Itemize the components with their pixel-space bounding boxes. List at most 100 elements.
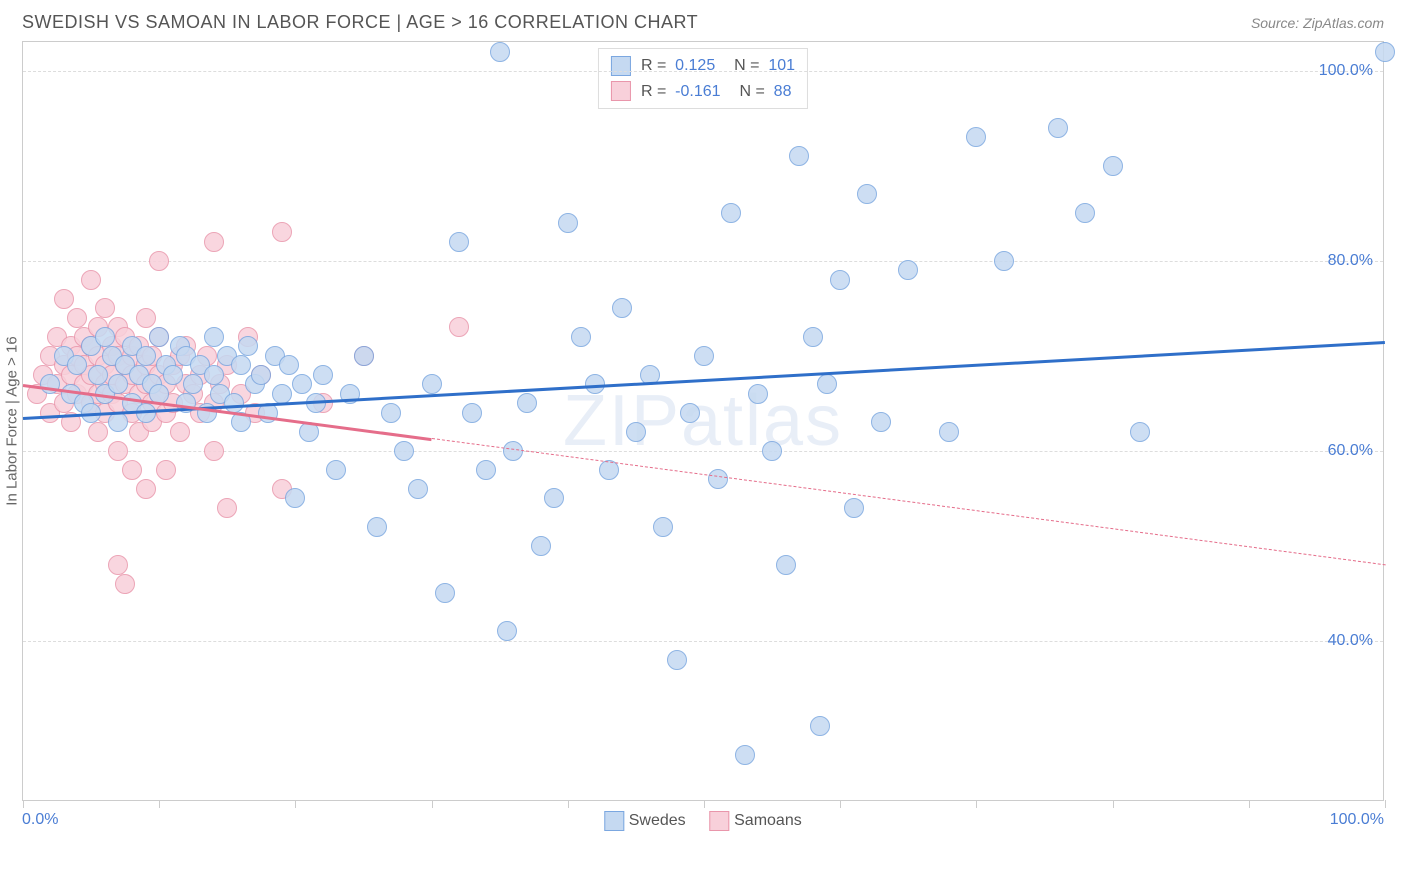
data-point (871, 412, 891, 432)
data-point (898, 260, 918, 280)
data-point (844, 498, 864, 518)
data-point (115, 574, 135, 594)
trend-line-extrapolated (432, 438, 1386, 565)
series-legend: Swedes Samoans (604, 811, 801, 831)
legend-r-label: R = 0.125 (641, 53, 715, 79)
gridline (23, 641, 1383, 642)
x-axis-start-label: 0.0% (22, 811, 58, 829)
data-point (204, 327, 224, 347)
data-point (67, 308, 87, 328)
legend-swatch (611, 81, 631, 101)
data-point (626, 422, 646, 442)
chart-wrapper: In Labor Force | Age > 16 ZIPatlas R = 0… (22, 41, 1384, 801)
data-point (531, 536, 551, 556)
data-point (1130, 422, 1150, 442)
data-point (231, 355, 251, 375)
legend-item: Swedes (604, 811, 685, 831)
x-tick (432, 800, 433, 808)
y-tick-label: 80.0% (1328, 252, 1373, 270)
data-point (149, 251, 169, 271)
data-point (149, 327, 169, 347)
data-point (667, 650, 687, 670)
data-point (762, 441, 782, 461)
x-tick (568, 800, 569, 808)
correlation-legend-row: R = -0.161 N = 88 (611, 79, 795, 105)
data-point (204, 441, 224, 461)
data-point (490, 42, 510, 62)
data-point (1075, 203, 1095, 223)
data-point (136, 346, 156, 366)
legend-n-label: N = 101 (725, 53, 795, 79)
y-tick-label: 60.0% (1328, 442, 1373, 460)
data-point (326, 460, 346, 480)
data-point (54, 289, 74, 309)
plot-area: ZIPatlas R = 0.125 N = 101R = -0.161 N =… (22, 41, 1384, 801)
data-point (394, 441, 414, 461)
data-point (735, 745, 755, 765)
x-tick (840, 800, 841, 808)
data-point (81, 270, 101, 290)
data-point (803, 327, 823, 347)
data-point (170, 422, 190, 442)
legend-label: Swedes (629, 812, 686, 829)
x-tick (1113, 800, 1114, 808)
data-point (122, 460, 142, 480)
data-point (653, 517, 673, 537)
data-point (721, 203, 741, 223)
data-point (224, 393, 244, 413)
data-point (708, 469, 728, 489)
data-point (517, 393, 537, 413)
y-tick-label: 100.0% (1319, 62, 1373, 80)
legend-n-value: 88 (774, 83, 792, 100)
x-axis-end-label: 100.0% (1330, 811, 1384, 829)
legend-item: Samoans (710, 811, 802, 831)
data-point (462, 403, 482, 423)
data-point (95, 298, 115, 318)
data-point (136, 308, 156, 328)
data-point (272, 222, 292, 242)
data-point (204, 232, 224, 252)
data-point (136, 479, 156, 499)
data-point (354, 346, 374, 366)
correlation-legend-row: R = 0.125 N = 101 (611, 53, 795, 79)
data-point (238, 336, 258, 356)
data-point (776, 555, 796, 575)
chart-header: SWEDISH VS SAMOAN IN LABOR FORCE | AGE >… (0, 0, 1406, 41)
data-point (966, 127, 986, 147)
x-tick (976, 800, 977, 808)
x-tick (23, 800, 24, 808)
data-point (313, 365, 333, 385)
data-point (422, 374, 442, 394)
data-point (694, 346, 714, 366)
data-point (285, 488, 305, 508)
legend-n-label: N = 88 (731, 79, 792, 105)
gridline (23, 71, 1383, 72)
data-point (292, 374, 312, 394)
data-point (88, 422, 108, 442)
x-tick (1385, 800, 1386, 808)
legend-label: Samoans (734, 812, 802, 829)
data-point (204, 365, 224, 385)
data-point (67, 355, 87, 375)
data-point (108, 441, 128, 461)
data-point (1048, 118, 1068, 138)
chart-source: Source: ZipAtlas.com (1251, 15, 1384, 31)
data-point (381, 403, 401, 423)
data-point (476, 460, 496, 480)
data-point (449, 317, 469, 337)
data-point (183, 374, 203, 394)
y-tick-label: 40.0% (1328, 632, 1373, 650)
data-point (748, 384, 768, 404)
data-point (449, 232, 469, 252)
x-tick (159, 800, 160, 808)
legend-swatch (604, 811, 624, 831)
data-point (156, 460, 176, 480)
data-point (830, 270, 850, 290)
data-point (1375, 42, 1395, 62)
data-point (612, 298, 632, 318)
data-point (272, 384, 292, 404)
data-point (88, 365, 108, 385)
gridline (23, 261, 1383, 262)
data-point (558, 213, 578, 233)
data-point (994, 251, 1014, 271)
